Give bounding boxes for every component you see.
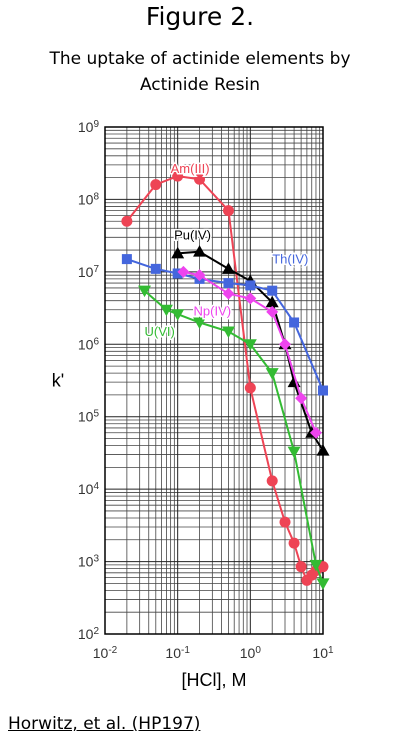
citation: Horwitz, et al. (HP197) bbox=[8, 714, 201, 734]
u-vi-point bbox=[309, 559, 323, 572]
pu-iv-point bbox=[221, 262, 235, 274]
th-iv-point bbox=[289, 317, 300, 328]
am-iii-point bbox=[279, 516, 291, 528]
u-vi-point bbox=[316, 578, 330, 590]
series-label-u-vi: U(VI) bbox=[145, 324, 175, 339]
y-axis-label: k' bbox=[52, 371, 64, 391]
pu-iv-point bbox=[316, 444, 330, 456]
figure-subtitle: The uptake of actinide elements by Actin… bbox=[10, 46, 390, 98]
u-vi-point bbox=[265, 368, 279, 380]
y-tick-label: 107 bbox=[78, 263, 100, 280]
pu-iv-point bbox=[193, 245, 207, 257]
am-iii-point bbox=[222, 205, 234, 217]
am-iii-point bbox=[266, 475, 278, 487]
series-layer bbox=[121, 170, 330, 590]
np-iv-line bbox=[183, 270, 317, 434]
am-iii-point bbox=[121, 215, 133, 227]
x-axis-label: [HCl], M bbox=[182, 670, 247, 690]
plot-frame bbox=[104, 126, 324, 635]
x-tick-label: 100 bbox=[240, 645, 262, 662]
pu-iv-point bbox=[171, 246, 185, 259]
u-vi-line bbox=[143, 289, 324, 584]
y-tick-label: 106 bbox=[78, 336, 100, 353]
am-iii-point bbox=[288, 537, 300, 549]
pu-iv-point bbox=[265, 295, 279, 308]
th-iv-point bbox=[318, 385, 328, 396]
th-iv-point bbox=[267, 285, 278, 296]
np-iv-point bbox=[193, 269, 206, 282]
series-np-iv bbox=[177, 265, 322, 439]
u-vi-point bbox=[138, 285, 152, 298]
np-iv-point bbox=[266, 305, 279, 318]
u-vi-point bbox=[193, 317, 207, 329]
figure-title: Figure 2. bbox=[145, 2, 255, 31]
y-tick-label: 104 bbox=[78, 481, 100, 498]
y-tick-label: 105 bbox=[78, 408, 100, 425]
series-label-am-iii: Am(III) bbox=[171, 161, 210, 176]
am-iii-point bbox=[172, 170, 184, 182]
np-iv-point bbox=[279, 338, 292, 351]
series-label-np-iv: Np(IV) bbox=[194, 303, 232, 318]
series-label-th-iv: Th(IV) bbox=[272, 252, 308, 267]
u-vi-point bbox=[221, 326, 235, 339]
x-tick-label: 10-2 bbox=[93, 645, 118, 662]
np-iv-point bbox=[177, 265, 190, 278]
am-iii-point bbox=[317, 561, 329, 573]
th-iv-point bbox=[121, 254, 132, 265]
u-vi-point bbox=[287, 446, 301, 459]
series-label-pu-iv: Pu(IV) bbox=[174, 227, 211, 242]
subtitle-line-1: The uptake of actinide elements by bbox=[49, 49, 351, 69]
x-tick-label: 101 bbox=[312, 645, 334, 662]
u-vi-point bbox=[159, 304, 173, 317]
np-iv-point bbox=[309, 426, 322, 439]
am-iii-point bbox=[244, 382, 256, 394]
series-labels: Am(III) Pu(IV) Th(IV) Np(IV) U(VI) bbox=[143, 160, 310, 341]
np-iv-point bbox=[295, 392, 308, 405]
th-iv-point bbox=[223, 278, 234, 289]
am-iii-point bbox=[150, 179, 162, 191]
subtitle-line-2: Actinide Resin bbox=[139, 75, 261, 95]
y-tick-label: 103 bbox=[78, 553, 100, 570]
th-iv-point bbox=[172, 268, 183, 279]
minor-gridlines bbox=[105, 127, 323, 634]
np-iv-point bbox=[244, 292, 257, 305]
np-iv-point bbox=[222, 287, 235, 300]
u-vi-point bbox=[171, 309, 185, 321]
y-tick-label: 108 bbox=[78, 191, 100, 208]
am-iii-point bbox=[295, 561, 307, 573]
series-u-vi bbox=[138, 285, 330, 590]
u-vi-point bbox=[243, 339, 257, 351]
axis-tick-labels: 10-2 10-1 100 101 102 103 104 105 106 107 108 109 bbox=[78, 119, 334, 662]
am-iii-point bbox=[194, 173, 206, 185]
th-iv-point bbox=[245, 280, 256, 291]
th-iv-point bbox=[150, 263, 161, 274]
y-tick-label: 102 bbox=[78, 626, 100, 643]
x-tick-label: 10-1 bbox=[165, 645, 190, 662]
uptake-chart: 10-2 10-1 100 101 102 103 104 105 106 107 108 109 A… bbox=[52, 119, 334, 691]
y-tick-label: 109 bbox=[78, 119, 100, 136]
series-am-iii bbox=[121, 170, 329, 586]
